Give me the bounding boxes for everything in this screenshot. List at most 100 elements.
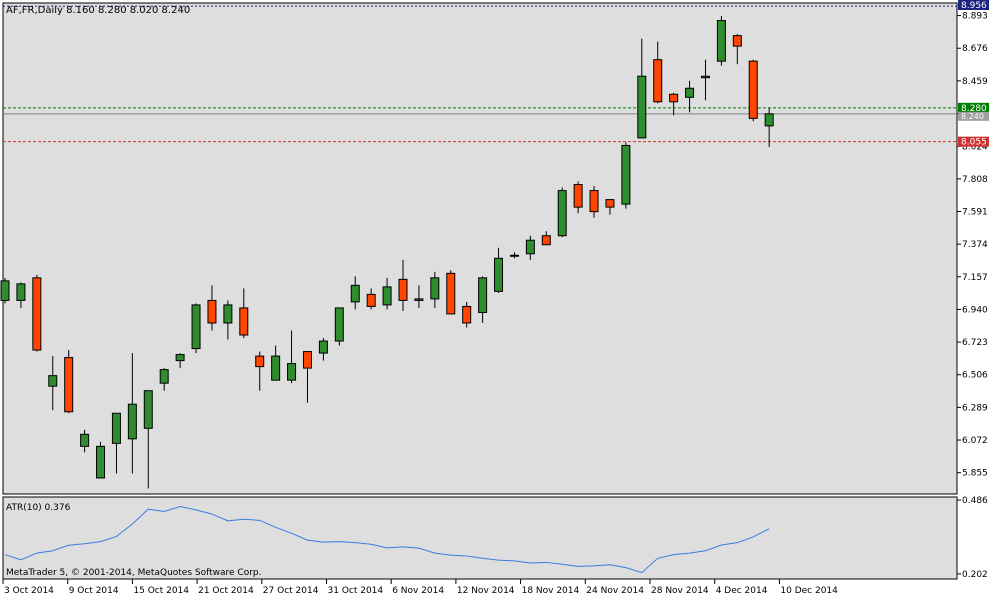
y-tick-label: 7.591 xyxy=(962,207,988,217)
candle xyxy=(685,80,695,113)
candle-body xyxy=(478,277,488,313)
candle xyxy=(96,441,106,479)
candle-body xyxy=(398,278,408,301)
last-price-tag xyxy=(958,111,989,121)
candle xyxy=(159,368,169,391)
candle-body xyxy=(509,254,519,257)
y-tick-label: 7.157 xyxy=(962,273,988,283)
x-tick-label: 12 Nov 2014 xyxy=(457,586,515,596)
candle-body xyxy=(685,87,695,98)
ask-price-tag xyxy=(958,136,989,147)
candle-body xyxy=(589,190,599,213)
candle-body xyxy=(621,144,631,205)
candle xyxy=(143,390,153,489)
candle-body xyxy=(223,304,233,324)
candle-body xyxy=(175,354,185,362)
candle-body xyxy=(430,277,440,300)
atr-indicator-title: ATR(10) 0.376 xyxy=(6,503,71,513)
candle-body xyxy=(80,433,90,447)
y-tick-label: 8.459 xyxy=(962,77,988,87)
x-tick-label: 27 Oct 2014 xyxy=(263,586,319,596)
y-tick-label: 8.893 xyxy=(962,12,988,22)
candle xyxy=(287,330,297,384)
atr-axis[interactable]: 0.486 0.202 xyxy=(957,496,988,580)
candle-body xyxy=(96,445,106,479)
candle xyxy=(318,338,328,361)
price-axis[interactable]: 8.8938.6768.4598.2418.0247.8087.5917.374… xyxy=(957,12,988,479)
candle xyxy=(430,271,440,308)
candlestick-series xyxy=(0,16,774,489)
candle-body xyxy=(334,307,344,342)
candle xyxy=(525,235,535,260)
y-tick-label: 6.723 xyxy=(962,338,988,348)
candle-body xyxy=(239,307,249,336)
x-tick-label: 10 Dec 2014 xyxy=(780,586,838,596)
candle xyxy=(16,282,26,308)
candle-body xyxy=(143,390,153,429)
candle-body xyxy=(525,239,535,255)
candle xyxy=(271,345,281,381)
y-tick-label: 6.072 xyxy=(962,436,988,446)
candle-body xyxy=(557,190,567,237)
x-tick-label: 28 Nov 2014 xyxy=(651,586,709,596)
candle xyxy=(462,301,472,328)
chart-title: AF,FR,Daily 8.160 8.280 8.020 8.240 xyxy=(6,5,190,16)
candle-body xyxy=(287,363,297,381)
last-price-label: 8.240 xyxy=(961,112,984,121)
candle xyxy=(716,16,726,66)
candle-body xyxy=(541,235,551,246)
candle xyxy=(557,187,567,238)
candle xyxy=(350,276,360,310)
candle-body xyxy=(302,351,312,369)
x-tick-label: 6 Nov 2014 xyxy=(392,586,444,596)
candle-body xyxy=(159,369,169,384)
candle xyxy=(175,353,185,369)
candle xyxy=(621,142,631,209)
candle-body xyxy=(32,277,42,351)
candle xyxy=(637,38,647,139)
candle xyxy=(80,429,90,453)
price-level-lines xyxy=(3,5,957,143)
candle xyxy=(653,41,663,104)
x-tick-label: 15 Oct 2014 xyxy=(133,586,189,596)
candle xyxy=(398,259,408,311)
time-axis[interactable]: 3 Oct 2014 9 Oct 2014 15 Oct 2014 21 Oct 20… xyxy=(2,579,838,596)
y-tick-label: 6.940 xyxy=(962,305,988,315)
candle-body xyxy=(366,293,376,307)
candle xyxy=(382,277,392,310)
y-tick-label: 8.024 xyxy=(962,142,988,152)
atr-line xyxy=(4,506,770,574)
candle xyxy=(127,353,137,474)
candle xyxy=(700,59,710,101)
bid-price-label: 8.280 xyxy=(961,104,987,114)
candle xyxy=(589,186,599,218)
candle xyxy=(541,231,551,246)
candle-body xyxy=(127,403,137,440)
candle-body xyxy=(573,184,583,208)
candle-body xyxy=(48,375,58,387)
candle xyxy=(48,356,58,411)
atr-indicator-panel[interactable] xyxy=(2,496,958,580)
candle-body xyxy=(716,20,726,62)
y-tick-label: 7.808 xyxy=(962,175,988,185)
ask-price-label: 8.055 xyxy=(961,138,987,148)
candle-body xyxy=(350,284,360,303)
candle xyxy=(414,285,424,308)
y-tick-label: 6.506 xyxy=(962,371,988,381)
price-chart-panel[interactable] xyxy=(2,2,958,495)
candle-body xyxy=(748,60,758,119)
candle xyxy=(732,34,742,65)
candle-body xyxy=(494,257,504,292)
candle-body xyxy=(318,340,328,354)
x-tick-label: 3 Oct 2014 xyxy=(4,586,54,596)
candle-body xyxy=(653,59,663,103)
candle xyxy=(64,350,74,414)
candle xyxy=(605,199,615,215)
candle xyxy=(748,59,758,122)
candle xyxy=(334,307,344,346)
candle-body xyxy=(271,355,281,381)
candle xyxy=(111,412,121,474)
candle-body xyxy=(16,283,26,301)
x-tick-label: 24 Nov 2014 xyxy=(586,586,644,596)
